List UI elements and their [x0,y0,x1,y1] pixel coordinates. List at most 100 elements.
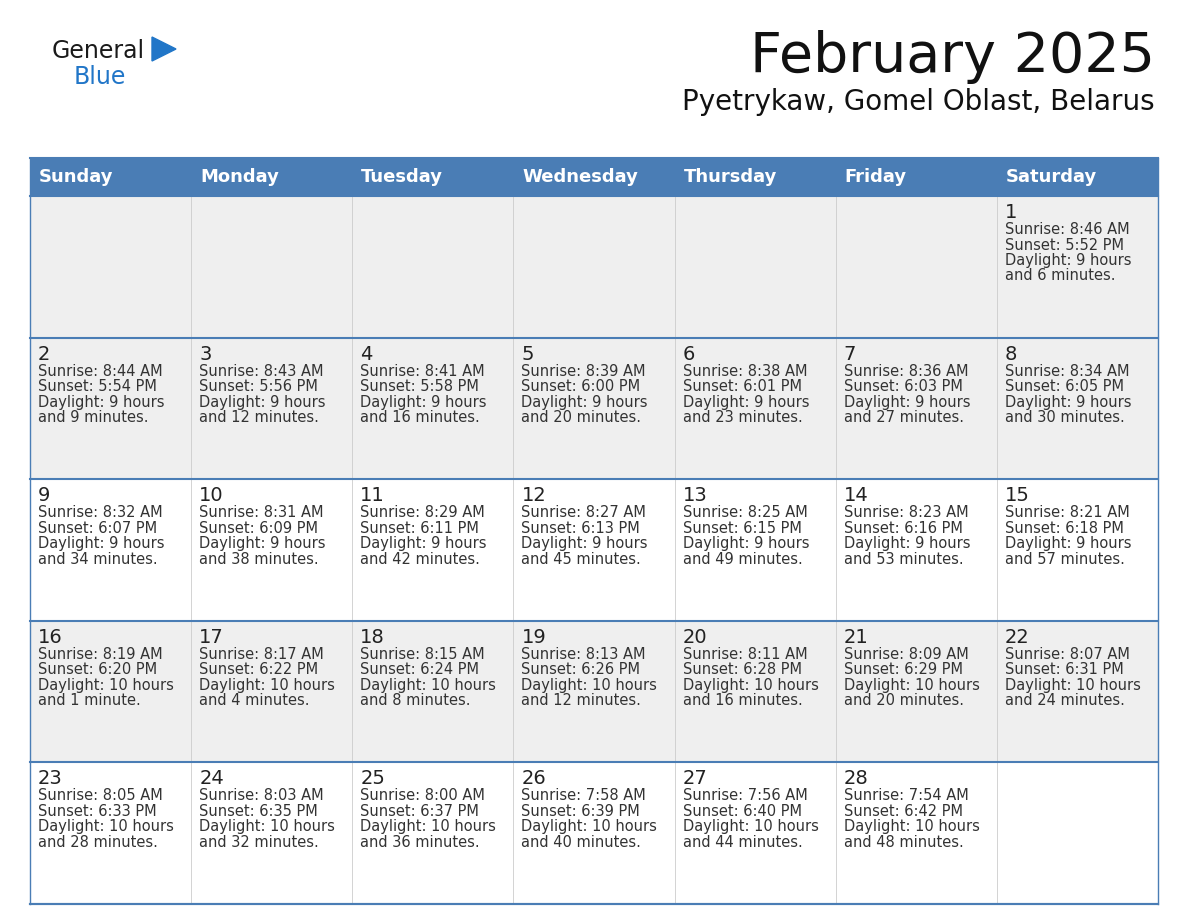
Text: Daylight: 9 hours: Daylight: 9 hours [683,536,809,551]
Text: and 45 minutes.: and 45 minutes. [522,552,642,566]
Text: Sunrise: 8:00 AM: Sunrise: 8:00 AM [360,789,485,803]
Text: and 20 minutes.: and 20 minutes. [843,693,963,709]
Text: Sunday: Sunday [39,168,114,186]
Text: 27: 27 [683,769,707,789]
Text: Sunrise: 8:27 AM: Sunrise: 8:27 AM [522,505,646,521]
Text: Sunset: 6:01 PM: Sunset: 6:01 PM [683,379,802,394]
Text: 10: 10 [200,487,223,505]
Text: Sunrise: 8:29 AM: Sunrise: 8:29 AM [360,505,485,521]
Text: Daylight: 9 hours: Daylight: 9 hours [38,395,164,409]
Text: Sunset: 5:58 PM: Sunset: 5:58 PM [360,379,479,394]
Text: 12: 12 [522,487,546,505]
Text: and 16 minutes.: and 16 minutes. [360,410,480,425]
Bar [30,763,1158,904]
Text: Sunset: 6:22 PM: Sunset: 6:22 PM [200,662,318,677]
Text: Sunset: 6:39 PM: Sunset: 6:39 PM [522,804,640,819]
Text: Daylight: 9 hours: Daylight: 9 hours [360,395,487,409]
Text: Sunrise: 8:07 AM: Sunrise: 8:07 AM [1005,647,1130,662]
Text: Friday: Friday [845,168,906,186]
Text: 26: 26 [522,769,546,789]
Text: Sunset: 6:40 PM: Sunset: 6:40 PM [683,804,802,819]
Text: Daylight: 10 hours: Daylight: 10 hours [360,820,497,834]
Text: Daylight: 10 hours: Daylight: 10 hours [843,677,980,693]
Text: 8: 8 [1005,344,1017,364]
Text: and 8 minutes.: and 8 minutes. [360,693,470,709]
Text: Daylight: 9 hours: Daylight: 9 hours [683,395,809,409]
Text: Daylight: 10 hours: Daylight: 10 hours [1005,677,1140,693]
Text: Daylight: 9 hours: Daylight: 9 hours [200,395,326,409]
Text: Daylight: 9 hours: Daylight: 9 hours [522,395,647,409]
Text: Sunset: 6:16 PM: Sunset: 6:16 PM [843,521,962,536]
Text: Daylight: 10 hours: Daylight: 10 hours [683,820,819,834]
Text: Tuesday: Tuesday [361,168,443,186]
Text: Sunset: 6:03 PM: Sunset: 6:03 PM [843,379,962,394]
Text: Sunset: 6:15 PM: Sunset: 6:15 PM [683,521,802,536]
Text: Pyetrykaw, Gomel Oblast, Belarus: Pyetrykaw, Gomel Oblast, Belarus [682,88,1155,116]
Text: Sunset: 6:00 PM: Sunset: 6:00 PM [522,379,640,394]
Text: and 28 minutes.: and 28 minutes. [38,834,158,850]
Text: 21: 21 [843,628,868,647]
Text: Daylight: 10 hours: Daylight: 10 hours [522,677,657,693]
Text: Sunset: 6:26 PM: Sunset: 6:26 PM [522,662,640,677]
Text: and 4 minutes.: and 4 minutes. [200,693,310,709]
Text: Sunrise: 8:38 AM: Sunrise: 8:38 AM [683,364,807,378]
Text: 1: 1 [1005,203,1017,222]
Text: 6: 6 [683,344,695,364]
Bar [30,338,1158,479]
Text: Sunrise: 8:23 AM: Sunrise: 8:23 AM [843,505,968,521]
Text: February 2025: February 2025 [750,30,1155,84]
Text: Daylight: 9 hours: Daylight: 9 hours [1005,536,1131,551]
Text: Sunset: 6:11 PM: Sunset: 6:11 PM [360,521,479,536]
Text: 9: 9 [38,487,50,505]
Text: and 34 minutes.: and 34 minutes. [38,552,158,566]
Text: Sunset: 6:33 PM: Sunset: 6:33 PM [38,804,157,819]
Text: Sunset: 6:29 PM: Sunset: 6:29 PM [843,662,962,677]
Text: 4: 4 [360,344,373,364]
Text: 24: 24 [200,769,223,789]
Text: Sunset: 6:05 PM: Sunset: 6:05 PM [1005,379,1124,394]
Text: Daylight: 9 hours: Daylight: 9 hours [843,536,971,551]
Text: Sunrise: 7:56 AM: Sunrise: 7:56 AM [683,789,808,803]
Text: and 48 minutes.: and 48 minutes. [843,834,963,850]
Text: 16: 16 [38,628,63,647]
Text: Daylight: 10 hours: Daylight: 10 hours [843,820,980,834]
Text: 18: 18 [360,628,385,647]
Text: 23: 23 [38,769,63,789]
Text: 22: 22 [1005,628,1030,647]
Text: General: General [52,39,145,63]
Text: Sunset: 6:18 PM: Sunset: 6:18 PM [1005,521,1124,536]
Text: and 42 minutes.: and 42 minutes. [360,552,480,566]
Text: 19: 19 [522,628,546,647]
Text: Sunrise: 8:21 AM: Sunrise: 8:21 AM [1005,505,1130,521]
Text: 14: 14 [843,487,868,505]
Bar [30,621,1158,763]
Text: Wednesday: Wednesday [523,168,638,186]
Text: and 12 minutes.: and 12 minutes. [522,693,642,709]
Text: Sunset: 6:13 PM: Sunset: 6:13 PM [522,521,640,536]
Text: Sunset: 6:42 PM: Sunset: 6:42 PM [843,804,962,819]
Text: and 16 minutes.: and 16 minutes. [683,693,802,709]
Text: and 49 minutes.: and 49 minutes. [683,552,802,566]
Text: Daylight: 9 hours: Daylight: 9 hours [1005,253,1131,268]
Text: Daylight: 9 hours: Daylight: 9 hours [200,536,326,551]
Text: Daylight: 9 hours: Daylight: 9 hours [38,536,164,551]
Text: Daylight: 10 hours: Daylight: 10 hours [200,677,335,693]
Text: Sunrise: 8:09 AM: Sunrise: 8:09 AM [843,647,968,662]
Text: 3: 3 [200,344,211,364]
Text: 13: 13 [683,487,707,505]
Text: Sunset: 6:09 PM: Sunset: 6:09 PM [200,521,318,536]
Text: Daylight: 10 hours: Daylight: 10 hours [200,820,335,834]
Text: Sunset: 6:35 PM: Sunset: 6:35 PM [200,804,318,819]
Text: Sunset: 6:37 PM: Sunset: 6:37 PM [360,804,479,819]
Text: and 40 minutes.: and 40 minutes. [522,834,642,850]
Text: 28: 28 [843,769,868,789]
Text: Daylight: 10 hours: Daylight: 10 hours [360,677,497,693]
Text: Sunrise: 8:32 AM: Sunrise: 8:32 AM [38,505,163,521]
Text: Daylight: 10 hours: Daylight: 10 hours [38,677,173,693]
Text: Sunrise: 8:36 AM: Sunrise: 8:36 AM [843,364,968,378]
Text: 25: 25 [360,769,385,789]
Text: Blue: Blue [74,65,126,89]
Text: Sunset: 6:31 PM: Sunset: 6:31 PM [1005,662,1124,677]
Text: Sunset: 5:54 PM: Sunset: 5:54 PM [38,379,157,394]
Text: 20: 20 [683,628,707,647]
